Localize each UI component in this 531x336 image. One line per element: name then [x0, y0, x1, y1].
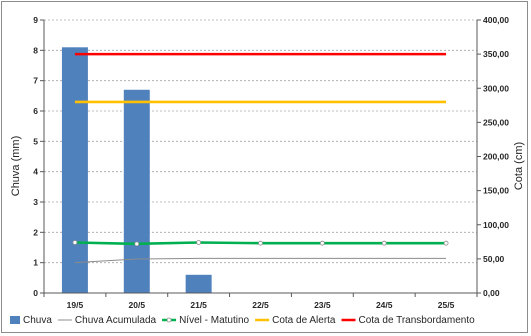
- right-tick-label: 0,00: [483, 288, 500, 298]
- left-tick-label: 9: [33, 15, 38, 25]
- legend-item: Cota de Alerta: [255, 315, 336, 326]
- left-axis-title: Chuva (mm): [10, 136, 22, 197]
- right-tick-label: 350,00: [483, 49, 509, 59]
- left-tick-label: 8: [33, 45, 38, 55]
- legend: Chuva Chuva Acumulada Nível - Matutino Cota…: [10, 315, 475, 326]
- left-tick-label: 6: [33, 106, 38, 116]
- x-tick-label: 24/5: [376, 300, 393, 310]
- left-tick-label: 0: [33, 288, 38, 298]
- legend-label: Chuva: [23, 315, 52, 326]
- right-tick-label: 400,00: [483, 15, 509, 25]
- right-tick-label: 250,00: [483, 117, 509, 127]
- x-tick-label: 25/5: [438, 300, 455, 310]
- legend-label: Cota de Transbordamento: [358, 315, 475, 326]
- left-tick-label: 1: [33, 258, 38, 268]
- left-tick-label: 3: [33, 197, 38, 207]
- left-tick-label: 2: [33, 227, 38, 237]
- legend-marker: [167, 318, 171, 322]
- rain-bar: [124, 90, 150, 293]
- bar-series: [62, 47, 212, 293]
- left-axis-ticks: 0 1 2 3 4 5 6 7 8 9: [33, 15, 44, 298]
- rain-bar: [186, 275, 212, 293]
- nivel-marker: [382, 241, 386, 245]
- legend-item: Nível - Matutino: [162, 315, 249, 326]
- nivel-marker: [320, 241, 324, 245]
- left-tick-label: 4: [33, 167, 38, 177]
- gridlines: [44, 20, 477, 263]
- right-tick-label: 300,00: [483, 83, 509, 93]
- legend-swatch: [10, 316, 20, 324]
- legend-label: Nível - Matutino: [179, 315, 249, 326]
- x-tick-label: 23/5: [314, 300, 331, 310]
- nivel-marker: [73, 240, 77, 244]
- axes: [44, 20, 477, 293]
- x-tick-label: 21/5: [190, 300, 207, 310]
- right-tick-label: 50,00: [483, 254, 505, 264]
- x-tick-label: 22/5: [252, 300, 269, 310]
- right-axis-title: Cota (cm): [513, 142, 525, 190]
- legend-item: Chuva Acumulada: [58, 315, 157, 326]
- nivel-marker: [197, 240, 201, 244]
- x-tick-label: 19/5: [67, 300, 84, 310]
- legend-item: Chuva: [10, 315, 52, 326]
- x-tick-label: 20/5: [129, 300, 146, 310]
- legend-label: Chuva Acumulada: [75, 315, 157, 326]
- left-tick-label: 7: [33, 76, 38, 86]
- left-tick-label: 5: [33, 136, 38, 146]
- right-tick-label: 100,00: [483, 220, 509, 230]
- x-axis-ticks: 19/5 20/5 21/5 22/5 23/5 24/5 25/5: [44, 293, 477, 310]
- right-tick-label: 200,00: [483, 152, 509, 162]
- rain-bar: [62, 47, 88, 293]
- legend-item: Cota de Transbordamento: [341, 315, 475, 326]
- right-tick-label: 150,00: [483, 186, 509, 196]
- nivel-marker: [259, 241, 263, 245]
- nivel-marker: [444, 241, 448, 245]
- nivel-marker: [135, 242, 139, 246]
- right-axis-ticks: 0,00 50,00 100,00 150,00 200,00 250,00 300,00 3…: [477, 15, 509, 298]
- legend-label: Cota de Alerta: [272, 315, 336, 326]
